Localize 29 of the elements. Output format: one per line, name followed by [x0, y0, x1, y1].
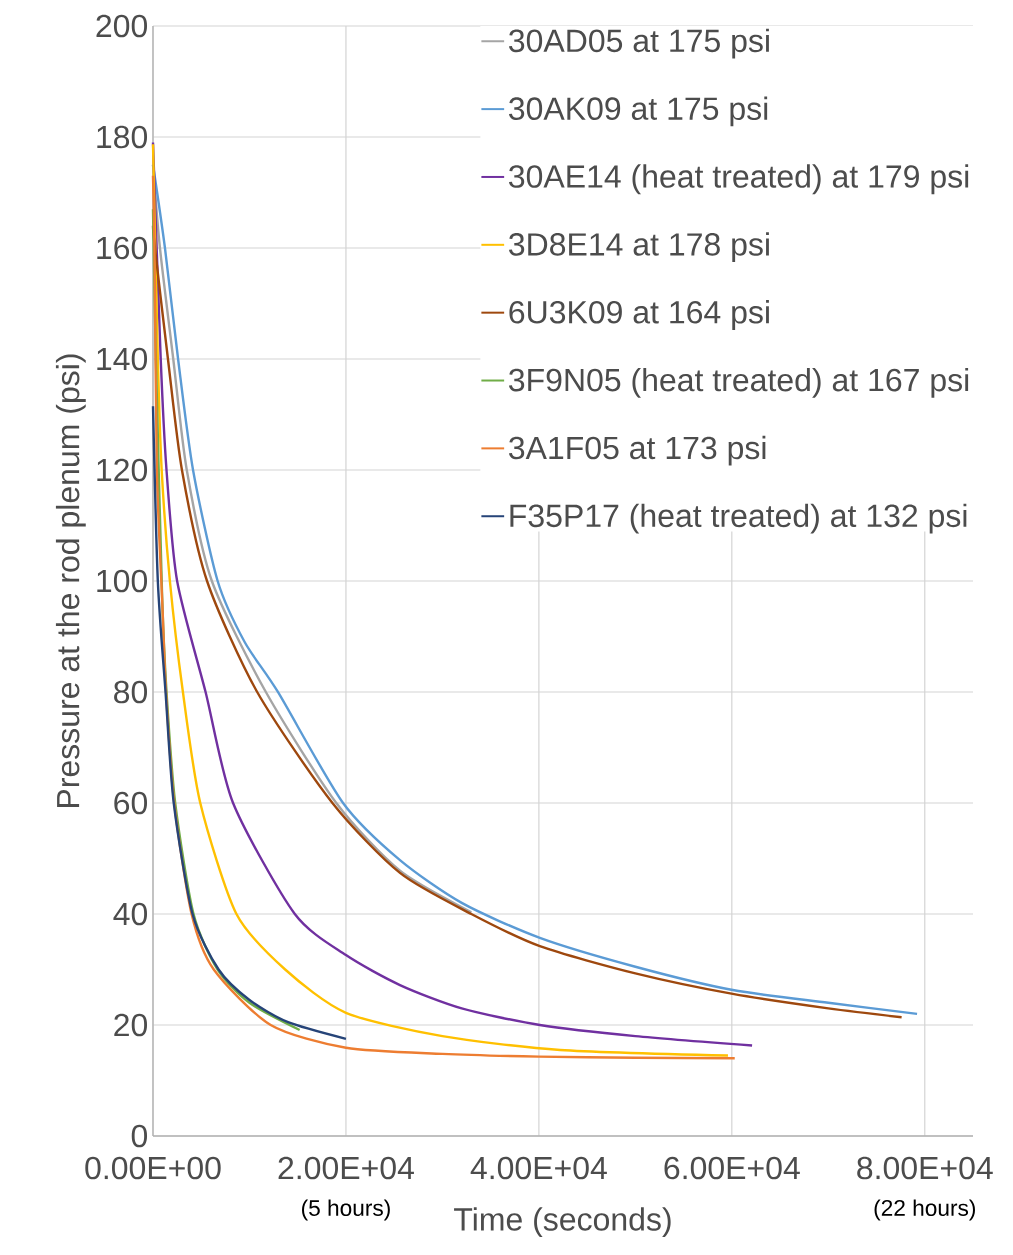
y-tick-label: 140 — [97, 347, 148, 371]
legend-label: 3A1F05 at 173 psi — [509, 435, 766, 466]
legend-label: 3F9N05 (heat treated) at 167 psi — [509, 367, 969, 398]
legend-label: 6U3K09 at 164 psi — [509, 300, 769, 330]
y-tick-label: 200 — [96, 14, 148, 38]
line-series — [151, 404, 348, 1041]
x-axis-title: Time (seconds) — [454, 1207, 671, 1238]
legend-label: 3D8E14 at 178 psi — [509, 232, 769, 263]
x-tick-label: 6.00E+04 — [664, 1156, 800, 1180]
y-tick-label: 180 — [97, 125, 148, 149]
legend-label: 30AE14 (heat treated) at 179 psi — [509, 164, 969, 195]
x-tick-label: 2.00E+04 — [278, 1156, 414, 1180]
y-tick-label: 100 — [97, 569, 148, 593]
x-tick-label: 4.00E+04 — [470, 1156, 607, 1180]
legend-label: F35P17 (heat treated) at 132 psi — [510, 503, 967, 534]
y-tick-label: 60 — [114, 791, 148, 815]
legend-label: 30AD05 at 175 psi — [509, 28, 769, 59]
y-tick-label: 160 — [97, 236, 148, 260]
y-tick-label: 120 — [97, 458, 148, 482]
x-tick-label: 8.00E+04 — [857, 1156, 993, 1180]
y-tick-label: 80 — [114, 680, 148, 704]
text: (5 hours) — [302, 1199, 390, 1221]
y-tick-label: 40 — [113, 902, 148, 926]
y-tick-label: 0 — [131, 1124, 148, 1148]
legend-label: 30AK09 at 175 psi — [509, 96, 768, 127]
y-axis-title: Pressure at the rod plenum (psi) — [55, 354, 86, 807]
y-tick-label: 20 — [114, 1013, 148, 1037]
text: (22 hours) — [874, 1199, 975, 1221]
x-tick-label: 0.00E+00 — [85, 1156, 221, 1180]
